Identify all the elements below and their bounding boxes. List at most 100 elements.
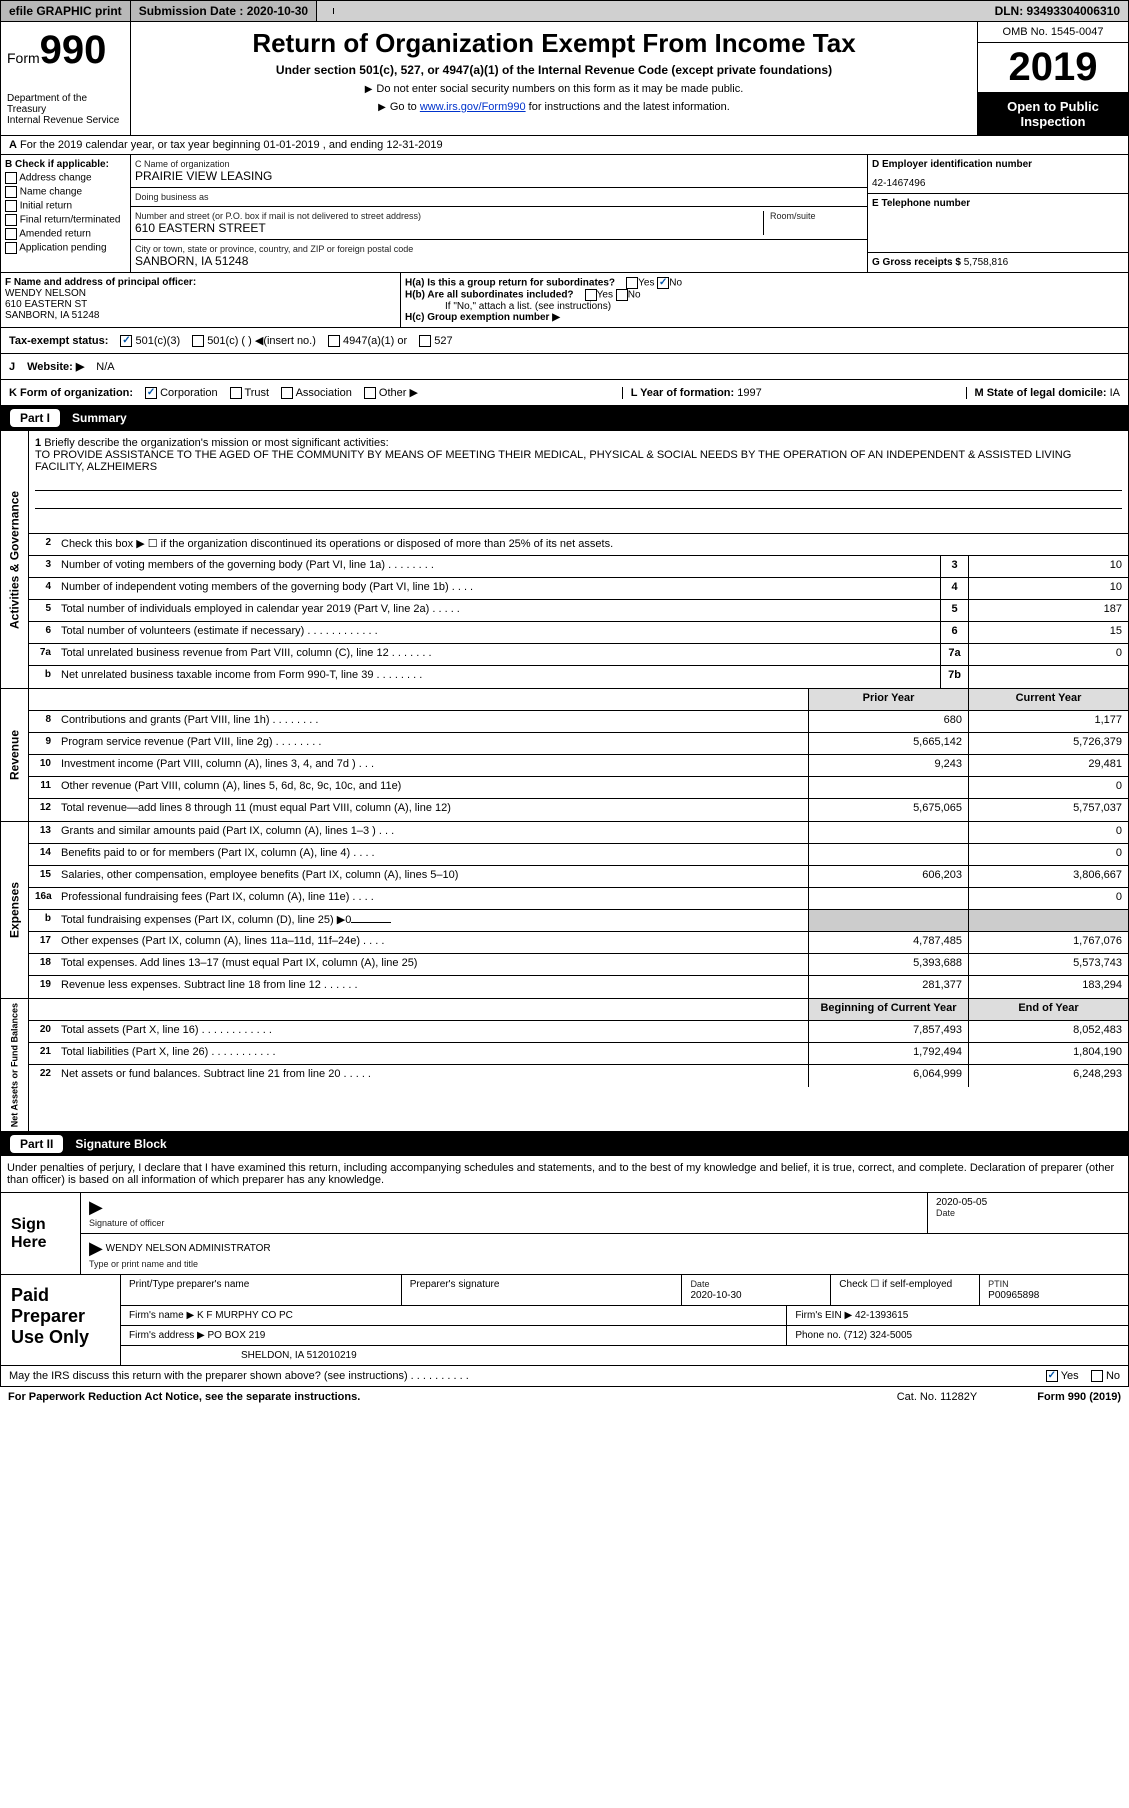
gross-receipts-cell: G Gross receipts $ 5,758,816 (868, 253, 1128, 272)
hb-yes-checkbox[interactable] (585, 289, 597, 301)
vtab-activities: Activities & Governance (1, 431, 29, 688)
omb-number: OMB No. 1545-0047 (978, 22, 1128, 43)
col-f-officer: F Name and address of principal officer:… (1, 273, 401, 327)
ha-no-checkbox[interactable] (657, 277, 669, 289)
city-cell: City or town, state or province, country… (131, 240, 867, 272)
line-19: 19Revenue less expenses. Subtract line 1… (29, 976, 1128, 998)
firm-ein-cell: Firm's EIN ▶ 42-1393615 (787, 1306, 1128, 1325)
sign-here-grid: Sign Here ▶Signature of officer 2020-05-… (1, 1192, 1128, 1274)
prep-row-1: Print/Type preparer's name Preparer's si… (121, 1275, 1128, 1306)
cb-address-change[interactable]: Address change (5, 172, 126, 184)
line-2: 2Check this box ▶ ☐ if the organization … (29, 534, 1128, 556)
irs-label: Internal Revenue Service (7, 115, 124, 126)
ha-yes-checkbox[interactable] (626, 277, 638, 289)
col-b-header: B Check if applicable: (5, 159, 126, 170)
goto-note: Go to www.irs.gov/Form990 for instructio… (137, 101, 971, 113)
submission-date-button[interactable]: Submission Date : 2020-10-30 (131, 1, 317, 21)
discuss-yes-checkbox[interactable] (1046, 1370, 1058, 1382)
telephone-cell: E Telephone number (868, 194, 1128, 253)
cb-application-pending[interactable]: Application pending (5, 242, 126, 254)
cb-501c[interactable]: 501(c) ( ) ◀(insert no.) (192, 334, 316, 347)
officer-addr1: 610 EASTERN ST (5, 299, 396, 310)
cb-4947[interactable]: 4947(a)(1) or (328, 335, 407, 347)
prep-row-2: Firm's name ▶ K F MURPHY CO PC Firm's EI… (121, 1306, 1128, 1326)
bottom-row: For Paperwork Reduction Act Notice, see … (0, 1387, 1129, 1407)
korg-label: K Form of organization: (9, 387, 133, 399)
net-header-row: Beginning of Current YearEnd of Year (29, 999, 1128, 1021)
cb-corporation[interactable]: Corporation (145, 387, 218, 399)
vtab-revenue: Revenue (1, 689, 29, 821)
open-to-public: Open to Public Inspection (978, 93, 1128, 135)
fgh-row: F Name and address of principal officer:… (0, 273, 1129, 328)
address-cell: Number and street (or P.O. box if mail i… (131, 207, 867, 240)
part2-no: Part II (10, 1135, 63, 1153)
cb-527[interactable]: 527 (419, 335, 452, 347)
cb-name-change[interactable]: Name change (5, 186, 126, 198)
line-8: 8Contributions and grants (Part VIII, li… (29, 711, 1128, 733)
entity-grid: B Check if applicable: Address change Na… (0, 155, 1129, 273)
tax-exempt-status-row: Tax-exempt status: 501(c)(3) 501(c) ( ) … (0, 328, 1129, 354)
efile-print-button[interactable]: efile GRAPHIC print (1, 1, 131, 21)
col-c: C Name of organization PRAIRIE VIEW LEAS… (131, 155, 868, 272)
revenue-section: Revenue Prior YearCurrent Year 8Contribu… (0, 689, 1129, 822)
header-left: Form990 Department of the Treasury Inter… (1, 22, 131, 135)
cb-initial-return[interactable]: Initial return (5, 200, 126, 212)
hb-no-checkbox[interactable] (616, 289, 628, 301)
firm-phone-cell: Phone no. (712) 324-5005 (787, 1326, 1128, 1345)
gross-label: G Gross receipts $ (872, 257, 964, 268)
form-ref: Form 990 (2019) (1037, 1391, 1121, 1403)
gross-value: 5,758,816 (964, 257, 1009, 268)
header-right: OMB No. 1545-0047 2019 Open to Public In… (978, 22, 1128, 135)
header-mid: Return of Organization Exempt From Incom… (131, 22, 978, 135)
line-22: 22Net assets or fund balances. Subtract … (29, 1065, 1128, 1087)
discuss-no-checkbox[interactable] (1091, 1370, 1103, 1382)
sig-row-2: ▶ WENDY NELSON ADMINISTRATORType or prin… (81, 1234, 1128, 1274)
col-b-checkboxes: B Check if applicable: Address change Na… (1, 155, 131, 272)
sign-here-label: Sign Here (1, 1193, 81, 1274)
line-3: 3Number of voting members of the governi… (29, 556, 1128, 578)
line-11: 11Other revenue (Part VIII, column (A), … (29, 777, 1128, 799)
city-state-zip: SANBORN, IA 51248 (135, 254, 863, 268)
netassets-body: Beginning of Current YearEnd of Year 20T… (29, 999, 1128, 1131)
part2-header: Part II Signature Block (0, 1132, 1129, 1156)
preparer-rows: Print/Type preparer's name Preparer's si… (121, 1275, 1128, 1365)
state-domicile: M State of legal domicile: IA (966, 387, 1120, 399)
mission-blank-line1 (35, 477, 1122, 491)
summary-section: Activities & Governance 1 Briefly descri… (0, 430, 1129, 689)
firm-addr-cell: Firm's address ▶ PO BOX 219 (121, 1326, 787, 1345)
ssn-note: Do not enter social security numbers on … (137, 83, 971, 95)
prep-ptin-cell: PTINP00965898 (980, 1275, 1128, 1305)
firm-addr2-cell: SHELDON, IA 512010219 (121, 1346, 1128, 1365)
part2-title: Signature Block (75, 1137, 166, 1151)
goto-suffix: for instructions and the latest informat… (526, 101, 730, 113)
form-prefix: Form (7, 50, 40, 66)
cb-final-return[interactable]: Final return/terminated (5, 214, 126, 226)
street-address: 610 EASTERN STREET (135, 221, 763, 235)
prep-row-4: SHELDON, IA 512010219 (121, 1346, 1128, 1365)
line-20: 20Total assets (Part X, line 16) . . . .… (29, 1021, 1128, 1043)
cb-other[interactable]: Other ▶ (364, 386, 418, 399)
revenue-body: Prior YearCurrent Year 8Contributions an… (29, 689, 1128, 821)
discuss-answers: Yes No (1046, 1370, 1120, 1382)
top-toolbar: efile GRAPHIC print Submission Date : 20… (0, 0, 1129, 22)
ha-row: H(a) Is this a group return for subordin… (405, 277, 1124, 289)
line-10: 10Investment income (Part VIII, column (… (29, 755, 1128, 777)
year-formation: L Year of formation: 1997 (622, 387, 762, 399)
cat-no: Cat. No. 11282Y (897, 1391, 978, 1403)
room-label: Room/suite (770, 211, 863, 221)
mission-num: 1 (35, 437, 41, 449)
org-name-label: C Name of organization (135, 159, 863, 169)
irs-link[interactable]: www.irs.gov/Form990 (420, 101, 526, 113)
form-header: Form990 Department of the Treasury Inter… (0, 22, 1129, 136)
return-subtitle: Under section 501(c), 527, or 4947(a)(1)… (137, 63, 971, 77)
prep-date-cell: Date2020-10-30 (682, 1275, 831, 1305)
mission-blank-line3 (35, 513, 1122, 527)
cb-trust[interactable]: Trust (230, 387, 270, 399)
cb-association[interactable]: Association (281, 387, 352, 399)
sig-officer-cell: ▶Signature of officer (81, 1193, 928, 1233)
cb-amended-return[interactable]: Amended return (5, 228, 126, 240)
cb-501c3[interactable]: 501(c)(3) (120, 335, 180, 347)
preparer-label: Paid Preparer Use Only (1, 1275, 121, 1365)
vtab-expenses: Expenses (1, 822, 29, 998)
firm-name-cell: Firm's name ▶ K F MURPHY CO PC (121, 1306, 787, 1325)
